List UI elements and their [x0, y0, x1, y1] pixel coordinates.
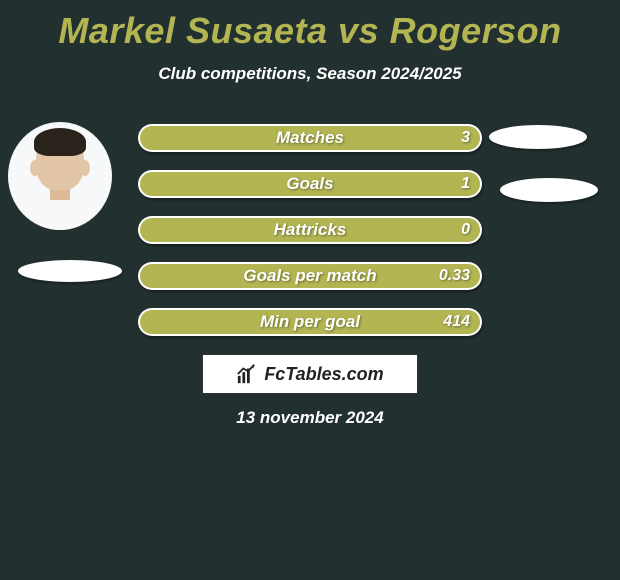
subtitle: Club competitions, Season 2024/2025	[0, 64, 620, 84]
stat-bar-hattricks: Hattricks 0	[138, 216, 482, 244]
player2-pill-2	[500, 178, 598, 202]
stat-label: Matches	[138, 124, 482, 152]
stat-label: Goals	[138, 170, 482, 198]
stat-bar-goals: Goals 1	[138, 170, 482, 198]
player1-avatar	[8, 122, 112, 230]
stat-label: Min per goal	[138, 308, 482, 336]
stat-value: 414	[443, 308, 470, 336]
stat-label: Goals per match	[138, 262, 482, 290]
player2-name: Rogerson	[390, 10, 562, 51]
chart-icon	[236, 363, 258, 385]
stat-value: 1	[461, 170, 470, 198]
stat-value: 0	[461, 216, 470, 244]
watermark-text: FcTables.com	[264, 364, 383, 385]
stat-bar-matches: Matches 3	[138, 124, 482, 152]
watermark: FcTables.com	[202, 354, 418, 394]
date: 13 november 2024	[0, 408, 620, 428]
stat-value: 3	[461, 124, 470, 152]
player2-pill-1	[489, 125, 587, 149]
stats-panel: Matches 3 Goals 1 Hattricks 0 Goals per …	[138, 124, 482, 354]
comparison-card: Markel Susaeta vs Rogerson Club competit…	[0, 0, 620, 580]
stat-bar-min-per-goal: Min per goal 414	[138, 308, 482, 336]
vs-text: vs	[338, 10, 379, 51]
stat-bar-goals-per-match: Goals per match 0.33	[138, 262, 482, 290]
stat-label: Hattricks	[138, 216, 482, 244]
player1-name-pill	[18, 260, 122, 282]
stat-value: 0.33	[439, 262, 470, 290]
page-title: Markel Susaeta vs Rogerson	[0, 0, 620, 52]
player1-name: Markel Susaeta	[58, 10, 327, 51]
